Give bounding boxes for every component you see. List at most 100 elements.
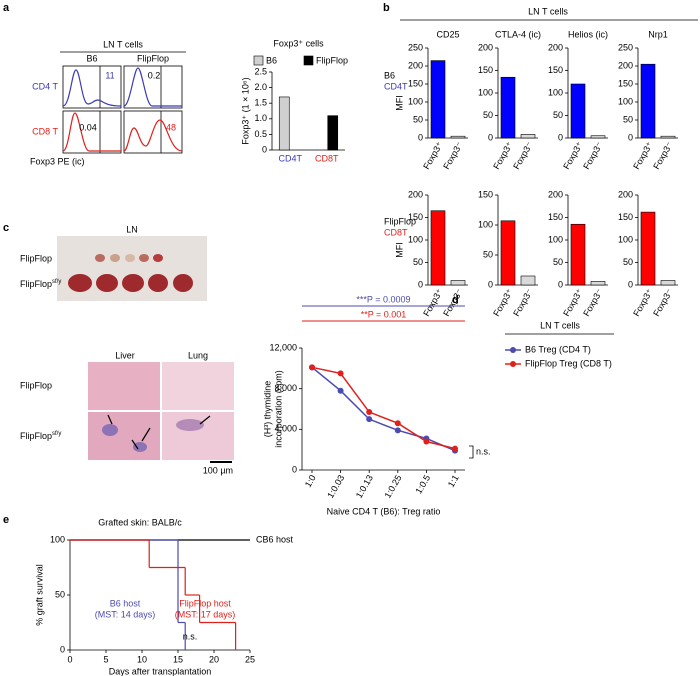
- y-tick-label: 150: [478, 189, 493, 199]
- panel-b-header: LN T cells: [528, 6, 568, 16]
- chart-title: Grafted skin: BALB/c: [98, 517, 182, 527]
- chart-title: Foxp3⁺ cells: [273, 38, 324, 48]
- bar: [327, 115, 339, 151]
- row-text: FlipFlop: [20, 431, 52, 441]
- note: n.s.: [476, 446, 491, 456]
- x-tick-label: CD8T: [315, 153, 339, 163]
- y-axis-label: (H³) thymidine: [262, 381, 272, 438]
- y-tick-label: 0: [558, 132, 563, 142]
- y-axis-label: MFI: [394, 95, 404, 111]
- y-tick-label: 0: [292, 464, 297, 474]
- y-tick-label: 4,000: [274, 424, 297, 434]
- y-tick-label: 0: [488, 279, 493, 289]
- y-tick-label: 100: [50, 534, 65, 544]
- y-tick-label: 0: [488, 132, 493, 142]
- chart-title: Helios (ic): [568, 29, 608, 39]
- y-tick-label: 50: [483, 110, 493, 120]
- flow-boxes: [62, 65, 183, 154]
- y-tick-label: 50: [623, 114, 633, 124]
- panel-label: b: [383, 2, 390, 14]
- row-text: FlipFlop: [20, 279, 52, 289]
- y-tick-label: 250: [408, 42, 423, 52]
- x-tick-label: 1:0.13: [354, 473, 375, 500]
- x-tick-label: Foxp3⁻: [651, 287, 675, 318]
- point: [337, 387, 344, 394]
- row-sup: sf/y: [52, 431, 61, 437]
- legend-label: FlipFlop Treg (CD8 T): [525, 358, 612, 368]
- row-sup: sf/y: [52, 279, 61, 285]
- chart-title: CD25: [436, 29, 459, 39]
- y-tick-label: 200: [408, 189, 423, 199]
- flow-column: FlipFlop: [137, 53, 169, 63]
- bar: [430, 60, 446, 139]
- y-axis-label: MFI: [394, 242, 404, 258]
- legend-marker: [510, 361, 516, 367]
- y-tick-label: 12,000: [269, 342, 297, 352]
- histology-row: FlipFlop: [20, 380, 52, 390]
- x-tick-label: 10: [137, 654, 147, 664]
- scale-bar-label: 100 µm: [203, 465, 233, 475]
- x-tick-label: Foxp3⁻: [441, 287, 465, 318]
- y-tick-label: 50: [55, 589, 65, 599]
- y-tick-label: 0: [628, 132, 633, 142]
- ln-photo: [57, 236, 207, 301]
- histology-column: Lung: [188, 350, 208, 360]
- flow-x-label: Foxp3 PE (ic): [30, 156, 85, 166]
- panel-label: d: [452, 294, 459, 306]
- y-tick-label: 200: [618, 189, 633, 199]
- series-note: (MST: 14 days): [95, 609, 156, 619]
- legend-title: LN T cells: [540, 320, 580, 330]
- y-tick-label: 100: [548, 234, 563, 244]
- y-tick-label: 50: [413, 257, 423, 267]
- bar: [278, 96, 290, 151]
- y-tick-label: 150: [548, 65, 563, 75]
- annotation: **P = 0.001: [361, 309, 407, 319]
- y-tick-label: 2.5: [254, 66, 267, 76]
- flow-title: LN T cells: [103, 39, 143, 49]
- y-tick-label: 0: [60, 644, 65, 654]
- point: [452, 445, 458, 452]
- y-tick-label: 0.5: [254, 129, 267, 139]
- series-label: B6 host: [110, 598, 141, 608]
- legend-label: B6: [266, 55, 277, 65]
- series-line: [311, 366, 456, 450]
- x-axis-label: Naive CD4 T (B6): Treg ratio: [327, 506, 441, 516]
- annotation: ***P = 0.0009: [356, 294, 410, 304]
- x-tick-label: Foxp3⁻: [511, 287, 535, 318]
- chart-title: CTLA-4 (ic): [495, 29, 541, 39]
- y-tick-label: 0: [628, 279, 633, 289]
- x-tick-label: 20: [209, 654, 219, 664]
- y-tick-label: 150: [618, 212, 633, 222]
- note: n.s.: [183, 631, 198, 641]
- flow-column: B6: [86, 53, 97, 63]
- x-axis-label: Days after transplantation: [109, 666, 212, 676]
- y-tick-label: 0: [262, 144, 267, 154]
- y-tick-label: 50: [553, 110, 563, 120]
- point: [394, 427, 401, 434]
- x-tick-label: 15: [173, 654, 183, 664]
- y-tick-label: 200: [548, 189, 563, 199]
- y-tick-label: 0: [558, 279, 563, 289]
- x-tick-label: Foxp3⁻: [651, 140, 675, 171]
- y-tick-label: 0: [418, 132, 423, 142]
- histology-row: FlipFlopsf/y: [20, 431, 61, 442]
- bar: [570, 223, 586, 286]
- flow-histograms: [62, 67, 183, 152]
- y-tick-label: 50: [553, 257, 563, 267]
- x-tick-label: Foxp3⁻: [581, 140, 605, 171]
- row-label: CD4T: [384, 81, 408, 91]
- chart-title: Nrp1: [648, 29, 668, 39]
- histology-column: Liver: [115, 350, 135, 360]
- photo-row: FlipFlopsf/y: [20, 279, 61, 290]
- legend-label: B6 Treg (CD4 T): [525, 344, 591, 354]
- y-axis-label: % graft survival: [34, 564, 44, 626]
- photo-title: LN: [126, 224, 138, 234]
- y-tick-label: 150: [408, 212, 423, 222]
- y-tick-label: 250: [618, 42, 633, 52]
- x-tick-label: 1:0.03: [325, 473, 346, 500]
- flow-row: CD4 T: [32, 81, 58, 91]
- bar: [520, 134, 536, 139]
- panel-label: c: [3, 222, 9, 234]
- legend-marker: [510, 347, 516, 353]
- flow-percent: 0.2: [148, 70, 161, 80]
